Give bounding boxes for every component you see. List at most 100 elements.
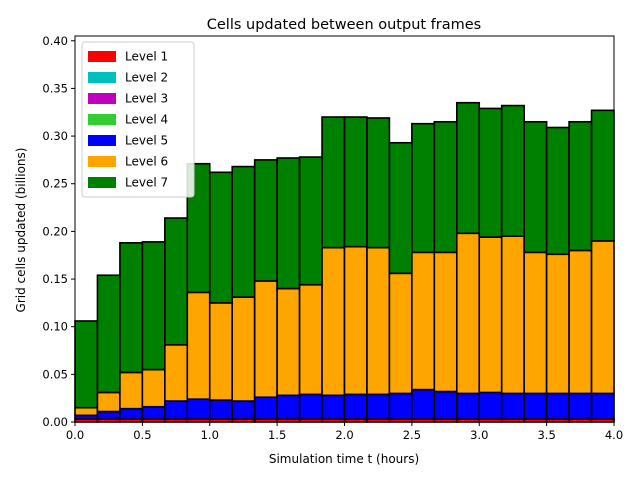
bar-segment-level-6-bin-16 bbox=[411, 251, 436, 391]
bar-segment-level-5-bin-15 bbox=[388, 392, 413, 420]
y-tick-label: 0.25 bbox=[42, 177, 68, 191]
bar-segment-level-6-bin-6 bbox=[186, 291, 211, 400]
bar-segment-level-7-bin-11 bbox=[298, 156, 323, 286]
y-axis-label: Grid cells updated (billions) bbox=[14, 148, 28, 313]
bar-segment-level-5-bin-9 bbox=[253, 396, 278, 420]
bar-segment-level-6-bin-5 bbox=[164, 343, 189, 402]
bar-segment-level-6-bin-20 bbox=[500, 235, 525, 395]
legend-label-level-7: Level 7 bbox=[125, 176, 168, 190]
bar-segment-level-6-bin-3 bbox=[119, 371, 144, 410]
legend-label-level-2: Level 2 bbox=[125, 71, 168, 85]
bar-segment-level-6-bin-9 bbox=[253, 280, 278, 399]
bar-segment-level-6-bin-21 bbox=[523, 251, 548, 395]
bar-segment-level-6-bin-4 bbox=[141, 368, 166, 408]
bar-segment-level-5-bin-21 bbox=[523, 392, 548, 420]
y-tick-label: 0.05 bbox=[42, 367, 68, 381]
x-tick-label: 1.0 bbox=[201, 428, 219, 442]
bar-segment-level-5-bin-11 bbox=[298, 393, 323, 420]
bar-segment-level-5-bin-13 bbox=[343, 393, 368, 420]
bar-segment-level-6-bin-1 bbox=[74, 406, 99, 417]
y-tick-label: 0.20 bbox=[42, 224, 68, 238]
bar-segment-level-6-bin-22 bbox=[545, 253, 570, 395]
bar-segment-level-7-bin-7 bbox=[208, 171, 234, 304]
legend-label-level-4: Level 4 bbox=[125, 113, 168, 127]
bar-segment-level-5-bin-18 bbox=[455, 392, 481, 420]
bar-segment-level-6-bin-12 bbox=[321, 246, 346, 397]
bar-segment-level-7-bin-2 bbox=[96, 274, 121, 394]
bar-segment-level-5-bin-3 bbox=[119, 407, 144, 420]
y-tick-label: 0.35 bbox=[42, 81, 68, 95]
x-tick-label: 1.5 bbox=[268, 428, 286, 442]
bar-segment-level-5-bin-16 bbox=[411, 388, 436, 420]
x-tick-label: 0.5 bbox=[133, 428, 151, 442]
legend-swatch-level-5 bbox=[88, 135, 116, 146]
y-tick-label: 0.30 bbox=[42, 129, 68, 143]
bar-segment-level-5-bin-20 bbox=[500, 392, 525, 420]
bar-segment-level-6-bin-10 bbox=[276, 287, 301, 397]
bar-segment-level-5-bin-12 bbox=[321, 394, 346, 420]
bar-segment-level-7-bin-5 bbox=[164, 217, 189, 346]
legend-swatch-level-1 bbox=[88, 51, 116, 62]
bar-segment-level-5-bin-14 bbox=[366, 393, 391, 420]
bar-segment-level-7-bin-21 bbox=[523, 120, 548, 254]
chart-title: Cells updated between output frames bbox=[207, 17, 481, 33]
x-tick-label: 2.0 bbox=[335, 428, 353, 442]
legend-label-level-5: Level 5 bbox=[125, 134, 168, 148]
bar-segment-level-5-bin-8 bbox=[231, 400, 256, 420]
bar-segment-level-5-bin-10 bbox=[276, 394, 301, 420]
bar-segment-level-7-bin-22 bbox=[545, 126, 570, 256]
y-tick-label: 0.00 bbox=[42, 415, 68, 429]
bar-segment-level-6-bin-24 bbox=[590, 240, 615, 395]
legend-label-level-3: Level 3 bbox=[125, 92, 168, 106]
bar-segment-level-7-bin-24 bbox=[590, 109, 615, 242]
y-tick-label: 0.40 bbox=[42, 34, 68, 48]
bar-segment-level-5-bin-19 bbox=[478, 391, 503, 420]
bar-segment-level-6-bin-17 bbox=[433, 251, 458, 393]
x-tick-label: 3.5 bbox=[537, 428, 555, 442]
bar-segment-level-7-bin-3 bbox=[119, 242, 144, 374]
bar-segment-level-7-bin-4 bbox=[141, 241, 166, 371]
bar-segment-level-7-bin-1 bbox=[74, 320, 99, 409]
bar-segment-level-6-bin-13 bbox=[343, 245, 368, 396]
bar-segment-level-7-bin-17 bbox=[433, 120, 458, 254]
bar-segment-level-7-bin-9 bbox=[253, 159, 278, 282]
legend-swatch-level-7 bbox=[88, 177, 116, 188]
bar-segment-level-6-bin-18 bbox=[455, 232, 481, 395]
bar-segment-level-7-bin-10 bbox=[276, 157, 301, 290]
bar-segment-level-6-bin-7 bbox=[208, 302, 234, 401]
bar-segment-level-5-bin-23 bbox=[568, 392, 593, 420]
bar-segment-level-5-bin-4 bbox=[141, 405, 166, 420]
bar-segment-level-7-bin-15 bbox=[388, 141, 413, 275]
x-tick-label: 2.5 bbox=[403, 428, 421, 442]
x-tick-label: 3.0 bbox=[470, 428, 488, 442]
legend-label-level-6: Level 6 bbox=[125, 155, 168, 169]
legend-swatch-level-3 bbox=[88, 93, 116, 104]
bar-segment-level-6-bin-2 bbox=[96, 391, 121, 413]
bar-segment-level-6-bin-11 bbox=[298, 283, 323, 396]
bar-segment-level-7-bin-14 bbox=[366, 117, 391, 249]
bar-segment-level-7-bin-18 bbox=[455, 101, 481, 235]
bar-segment-level-5-bin-6 bbox=[186, 398, 211, 420]
x-tick-label: 4.0 bbox=[605, 428, 623, 442]
axes-layer: 0.0 0.5 1.0 1.5 2.0 2.5 3.0 3.5 4.0 0.00 0.05 0.10 0… bbox=[42, 34, 623, 442]
y-tick-label: 0.15 bbox=[42, 272, 68, 286]
x-axis-label: Simulation time t (hours) bbox=[269, 452, 419, 466]
bar-segment-level-6-bin-14 bbox=[366, 246, 391, 396]
x-tick-label: 0.0 bbox=[66, 428, 84, 442]
bar-segment-level-5-bin-22 bbox=[545, 392, 570, 420]
bar-segment-level-7-bin-19 bbox=[478, 107, 503, 238]
bar-segment-level-5-bin-5 bbox=[164, 400, 189, 420]
y-tick-label: 0.10 bbox=[42, 320, 68, 334]
bar-segment-level-6-bin-19 bbox=[478, 236, 503, 394]
legend-swatch-level-2 bbox=[88, 72, 116, 83]
bar-segment-level-6-bin-15 bbox=[388, 272, 413, 395]
legend-label-level-1: Level 1 bbox=[125, 50, 168, 64]
legend: Level 1 Level 2 Level 3 Level 4 Level 5 Level… bbox=[81, 41, 195, 198]
legend-swatch-level-6 bbox=[88, 156, 116, 167]
bar-segment-level-5-bin-7 bbox=[208, 399, 234, 420]
bar-segment-level-7-bin-16 bbox=[411, 122, 436, 254]
bar-segment-level-7-bin-12 bbox=[321, 116, 346, 249]
bar-segment-level-6-bin-23 bbox=[568, 249, 593, 395]
